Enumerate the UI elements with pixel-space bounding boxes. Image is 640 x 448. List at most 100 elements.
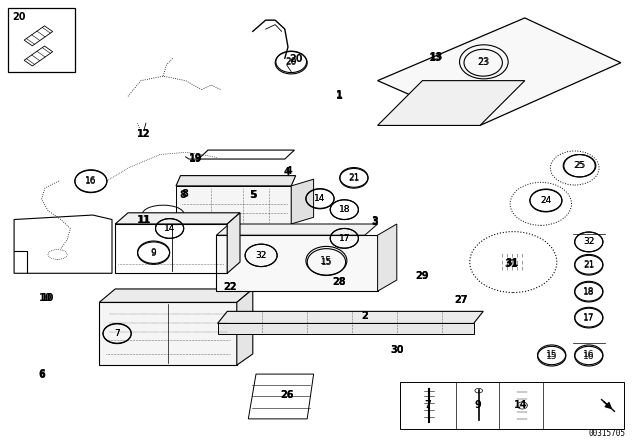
- Text: 16: 16: [583, 352, 595, 361]
- Text: 14: 14: [314, 194, 326, 203]
- Text: 11: 11: [138, 215, 152, 225]
- Text: 30: 30: [390, 345, 404, 355]
- Text: 28: 28: [332, 277, 346, 287]
- Text: 15: 15: [546, 350, 557, 359]
- Text: 32: 32: [255, 251, 267, 260]
- Text: | | | | |: | | | | |: [500, 260, 524, 264]
- Text: 4: 4: [286, 166, 292, 176]
- Text: 17: 17: [583, 313, 595, 322]
- Text: 15: 15: [321, 258, 332, 267]
- Polygon shape: [176, 186, 291, 224]
- Polygon shape: [218, 311, 483, 323]
- Text: 12: 12: [137, 129, 151, 139]
- Text: 3: 3: [371, 216, 378, 226]
- Text: 5: 5: [250, 190, 256, 200]
- Text: 00315705: 00315705: [589, 429, 626, 438]
- Text: 32: 32: [255, 251, 267, 260]
- Text: 25: 25: [574, 161, 586, 170]
- Text: 9: 9: [474, 401, 481, 410]
- Polygon shape: [218, 323, 474, 334]
- Polygon shape: [99, 289, 253, 302]
- Text: 19: 19: [188, 153, 202, 163]
- Bar: [8, 8, 75, 72]
- Polygon shape: [378, 81, 525, 125]
- Bar: [400, 382, 624, 429]
- Text: 9: 9: [151, 249, 156, 258]
- Text: 6: 6: [38, 370, 45, 380]
- Text: 27: 27: [454, 295, 468, 305]
- Polygon shape: [216, 224, 378, 235]
- Text: 18: 18: [583, 287, 595, 296]
- Text: 30: 30: [390, 345, 404, 355]
- Text: 18: 18: [583, 288, 595, 297]
- Text: 3: 3: [371, 217, 378, 227]
- Text: 20: 20: [285, 58, 297, 67]
- Text: 14: 14: [514, 401, 528, 410]
- Text: 20: 20: [12, 12, 26, 22]
- Text: 14: 14: [164, 224, 175, 233]
- Polygon shape: [227, 213, 240, 273]
- Text: 6: 6: [38, 369, 45, 379]
- Text: 21: 21: [583, 260, 595, 269]
- Text: 21: 21: [583, 261, 595, 270]
- Text: 13: 13: [429, 52, 444, 62]
- Text: 32: 32: [583, 237, 595, 246]
- Text: 11: 11: [137, 215, 151, 224]
- Text: 27: 27: [454, 295, 468, 305]
- Text: 17: 17: [339, 234, 350, 243]
- Text: 24: 24: [540, 196, 552, 205]
- Text: 29: 29: [415, 271, 429, 280]
- Text: 10: 10: [40, 293, 54, 303]
- Text: 10: 10: [39, 293, 53, 303]
- Text: 15: 15: [320, 256, 333, 266]
- Polygon shape: [378, 18, 621, 125]
- Polygon shape: [237, 289, 253, 365]
- Text: 32: 32: [583, 237, 595, 246]
- Text: 2: 2: [362, 311, 368, 321]
- Text: 25: 25: [573, 161, 585, 170]
- Text: | | | | |: | | | | |: [500, 267, 524, 271]
- Text: 24: 24: [540, 196, 552, 205]
- Text: 9: 9: [151, 248, 156, 257]
- Text: 16: 16: [583, 350, 595, 359]
- Text: 5: 5: [250, 190, 257, 200]
- Text: 17: 17: [583, 314, 595, 323]
- Text: 20: 20: [285, 57, 297, 66]
- Text: 1: 1: [336, 90, 342, 100]
- Text: 18: 18: [339, 205, 350, 214]
- Text: 1: 1: [336, 91, 342, 101]
- Text: 12: 12: [137, 129, 151, 139]
- Text: 16: 16: [85, 177, 97, 186]
- Text: 21: 21: [348, 174, 360, 183]
- Text: 14: 14: [314, 194, 326, 203]
- Text: 4: 4: [284, 167, 290, 177]
- Text: 21: 21: [348, 173, 360, 182]
- Polygon shape: [99, 302, 237, 365]
- Text: 20: 20: [289, 54, 303, 64]
- Text: 23: 23: [477, 57, 490, 67]
- Text: 7: 7: [424, 401, 431, 410]
- Text: 29: 29: [415, 271, 429, 280]
- Text: 15: 15: [546, 352, 557, 361]
- Text: 17: 17: [339, 234, 350, 243]
- Text: 28: 28: [332, 277, 346, 287]
- Text: 22: 22: [223, 282, 237, 292]
- Polygon shape: [115, 213, 240, 224]
- Text: 8: 8: [179, 190, 186, 200]
- Text: 8: 8: [181, 190, 188, 199]
- Text: 22: 22: [223, 282, 237, 292]
- Text: 18: 18: [339, 205, 350, 214]
- Text: 26: 26: [280, 390, 294, 400]
- Polygon shape: [291, 179, 314, 224]
- Text: 19: 19: [189, 154, 203, 164]
- Text: 14: 14: [164, 224, 175, 233]
- Text: | | | | |: | | | | |: [500, 254, 524, 257]
- Text: 2: 2: [362, 311, 368, 321]
- Text: 23: 23: [477, 58, 489, 67]
- Text: 7: 7: [115, 329, 120, 338]
- Text: 7: 7: [115, 329, 120, 338]
- Text: 13: 13: [428, 53, 442, 63]
- Polygon shape: [378, 224, 397, 291]
- Text: 31: 31: [504, 259, 518, 269]
- Text: 16: 16: [85, 177, 97, 185]
